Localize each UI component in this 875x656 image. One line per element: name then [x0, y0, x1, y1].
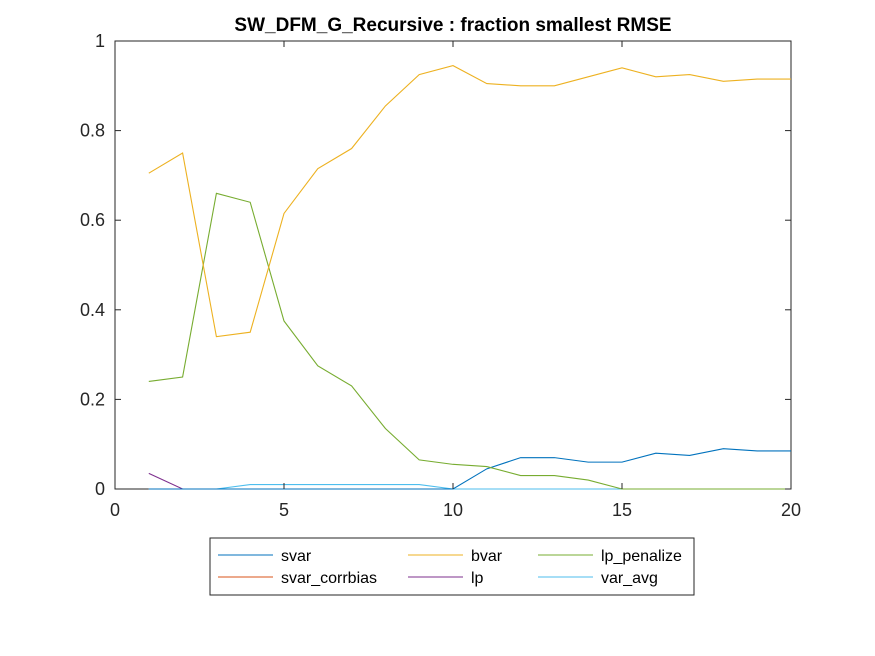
chart-title: SW_DFM_G_Recursive : fraction smallest R…	[234, 15, 671, 36]
legend-label-svar: svar	[281, 548, 312, 565]
series-line-bvar	[148, 65, 791, 338]
legend-label-var-avg: var_avg	[601, 570, 658, 587]
series-line-lp-penalize	[148, 192, 791, 490]
x-tick-label: 20	[781, 500, 801, 520]
legend-label-lp: lp	[471, 570, 484, 587]
series-line-svar	[148, 448, 791, 490]
x-tick-label: 0	[110, 500, 120, 520]
y-tick-label: 0	[95, 479, 105, 499]
x-tick-label: 15	[612, 500, 632, 520]
y-tick-label: 0.8	[80, 121, 105, 141]
legend: svar bvar lp_penalize svar_corrbias lp var_av…	[209, 537, 695, 596]
x-tick-label: 10	[443, 500, 463, 520]
legend-label-lp-penalize: lp_penalize	[601, 548, 682, 565]
plot-area: 0 5 10 15 20 0 0.2 0.4 0.6 0.8 1	[80, 31, 801, 520]
legend-label-svar-corrbias: svar_corrbias	[281, 570, 377, 587]
axes-box	[114, 40, 792, 490]
legend-box	[209, 537, 695, 596]
y-tick-label: 0.6	[80, 210, 105, 230]
y-tick-label: 0.2	[80, 389, 105, 409]
y-tick-label: 0.4	[80, 300, 105, 320]
legend-label-bvar: bvar	[471, 548, 503, 565]
y-tick-label: 1	[95, 31, 105, 51]
x-tick-label: 5	[279, 500, 289, 520]
